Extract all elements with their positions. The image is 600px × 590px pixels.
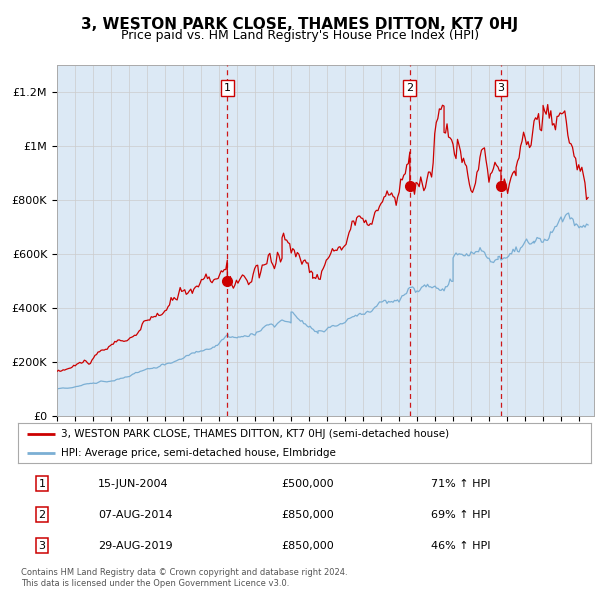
Text: 69% ↑ HPI: 69% ↑ HPI xyxy=(431,510,490,520)
Text: 07-AUG-2014: 07-AUG-2014 xyxy=(98,510,173,520)
Text: 15-JUN-2004: 15-JUN-2004 xyxy=(98,478,169,489)
Text: Contains HM Land Registry data © Crown copyright and database right 2024.
This d: Contains HM Land Registry data © Crown c… xyxy=(21,568,347,588)
Text: 29-AUG-2019: 29-AUG-2019 xyxy=(98,541,173,551)
Text: 71% ↑ HPI: 71% ↑ HPI xyxy=(431,478,490,489)
Text: 3, WESTON PARK CLOSE, THAMES DITTON, KT7 0HJ: 3, WESTON PARK CLOSE, THAMES DITTON, KT7… xyxy=(82,17,518,31)
Text: HPI: Average price, semi-detached house, Elmbridge: HPI: Average price, semi-detached house,… xyxy=(61,448,336,458)
Text: 1: 1 xyxy=(38,478,46,489)
Text: £850,000: £850,000 xyxy=(281,510,334,520)
Text: 3: 3 xyxy=(497,83,505,93)
Text: £850,000: £850,000 xyxy=(281,541,334,551)
Text: 3: 3 xyxy=(38,541,46,551)
Text: £500,000: £500,000 xyxy=(281,478,334,489)
Text: 46% ↑ HPI: 46% ↑ HPI xyxy=(431,541,490,551)
Text: 3, WESTON PARK CLOSE, THAMES DITTON, KT7 0HJ (semi-detached house): 3, WESTON PARK CLOSE, THAMES DITTON, KT7… xyxy=(61,430,449,440)
Text: 2: 2 xyxy=(406,83,413,93)
Text: Price paid vs. HM Land Registry's House Price Index (HPI): Price paid vs. HM Land Registry's House … xyxy=(121,30,479,42)
Text: 1: 1 xyxy=(224,83,231,93)
Text: 2: 2 xyxy=(38,510,46,520)
